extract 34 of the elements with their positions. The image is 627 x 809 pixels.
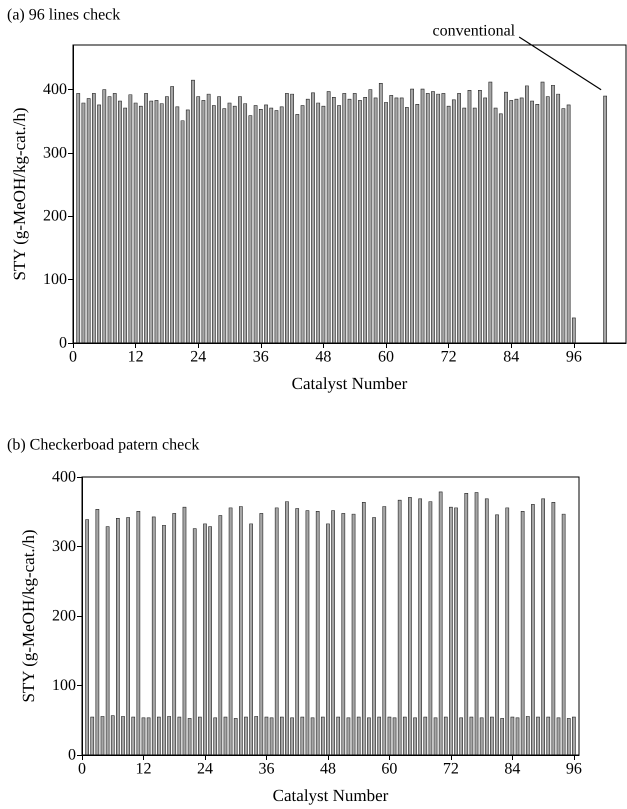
x-tick-label: 84 bbox=[504, 760, 520, 778]
chart-title: (b) Checkerboad patern check bbox=[7, 436, 200, 454]
x-tick-label: 72 bbox=[440, 348, 457, 366]
x-tick-label: 12 bbox=[135, 760, 152, 778]
y-tick-label: 300 bbox=[43, 144, 67, 162]
x-tick-label: 36 bbox=[252, 348, 269, 366]
x-tick-label: 48 bbox=[320, 760, 336, 778]
y-axis-title: STY (g-MeOH/kg-cat./h) bbox=[10, 107, 29, 281]
y-tick-label: 0 bbox=[68, 746, 76, 764]
x-axis-title: Catalyst Number bbox=[292, 374, 408, 393]
bar bbox=[603, 96, 608, 343]
x-tick-label: 24 bbox=[196, 760, 213, 778]
y-tick-label: 400 bbox=[52, 468, 76, 486]
y-tick-label: 100 bbox=[43, 271, 67, 288]
x-tick-label: 84 bbox=[503, 348, 520, 366]
x-tick-label: 12 bbox=[128, 348, 144, 366]
x-tick-label: 48 bbox=[315, 348, 332, 366]
y-axis-title: STY (g-MeOH/kg-cat./h) bbox=[19, 529, 38, 703]
x-tick-label: 72 bbox=[442, 760, 459, 778]
x-tick-label: 24 bbox=[190, 348, 206, 366]
x-axis-title: Catalyst Number bbox=[272, 786, 389, 805]
y-tick-label: 300 bbox=[52, 538, 76, 555]
chart-title: (a) 96 lines check bbox=[7, 6, 120, 24]
x-tick-label: 60 bbox=[378, 348, 394, 366]
x-tick-label: 60 bbox=[381, 760, 398, 778]
x-tick-label: 96 bbox=[566, 348, 582, 366]
y-tick-label: 0 bbox=[59, 334, 67, 352]
y-tick-label: 200 bbox=[43, 208, 67, 225]
x-tick-label: 96 bbox=[566, 760, 582, 778]
y-tick-label: 100 bbox=[52, 677, 76, 694]
annotation: conventional bbox=[432, 22, 516, 40]
y-tick-label: 200 bbox=[52, 608, 76, 624]
x-tick-label: 36 bbox=[258, 760, 274, 778]
y-tick-label: 400 bbox=[43, 80, 67, 98]
